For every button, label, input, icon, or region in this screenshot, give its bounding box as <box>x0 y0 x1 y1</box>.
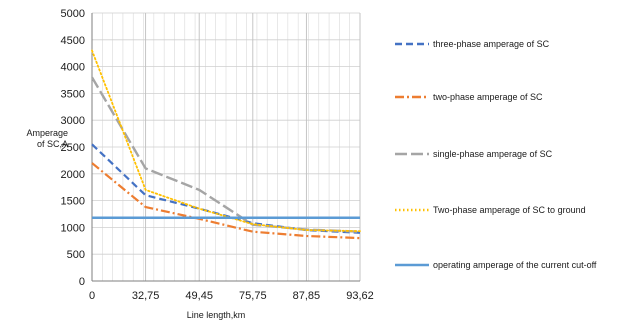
chart-legend: three-phase amperage of SC two-phase amp… <box>395 0 620 324</box>
x-tick-label: 0 <box>89 290 95 302</box>
legend-swatch-two-phase-ground <box>395 208 429 212</box>
legend-label-two-phase-ground: Two-phase amperage of SC to ground <box>433 205 586 215</box>
legend-swatch-single-phase <box>395 152 429 156</box>
y-tick-label: 500 <box>67 249 85 261</box>
legend-label-two-phase: two-phase amperage of SC <box>433 92 543 102</box>
legend-label-single-phase: single-phase amperage of SC <box>433 149 553 159</box>
y-tick-label: 4500 <box>61 35 85 47</box>
legend-item-single-phase: single-phase amperage of SC <box>395 147 552 161</box>
y-tick-label: 1000 <box>61 222 85 234</box>
y-tick-label: 2500 <box>61 142 85 154</box>
y-tick-label: 3000 <box>61 115 85 127</box>
x-tick-label: 75,75 <box>239 290 267 302</box>
legend-item-two-phase-ground: Two-phase amperage of SC to ground <box>395 203 586 217</box>
x-axis-label: Line length,km <box>187 310 246 320</box>
legend-swatch-three-phase <box>395 42 429 46</box>
x-tick-label: 32,75 <box>132 290 160 302</box>
y-axis-label-line-1: Amperage <box>26 128 68 138</box>
line-chart: 0 500 1000 1500 2000 2500 3000 3500 4000 4500 5000… <box>61 8 374 320</box>
y-tick-label: 0 <box>79 276 85 288</box>
y-axis-label: Amperage of SC,A <box>6 128 68 150</box>
legend-item-cut-off: operating amperage of the current cut-of… <box>395 258 596 272</box>
legend-swatch-two-phase <box>395 95 429 99</box>
legend-item-two-phase: two-phase amperage of SC <box>395 90 543 104</box>
legend-label-cut-off: operating amperage of the current cut-of… <box>433 260 597 270</box>
y-tick-label: 2000 <box>61 169 85 181</box>
series-line-3 <box>91 49 361 233</box>
y-tick-label: 4000 <box>61 62 85 74</box>
legend-label-three-phase: three-phase amperage of SC <box>433 39 550 49</box>
x-tick-label: 87,85 <box>293 290 321 302</box>
legend-swatch-cut-off <box>395 263 429 267</box>
x-tick-label: 49,45 <box>185 290 213 302</box>
y-tick-label: 1500 <box>61 196 85 208</box>
series-line-1 <box>91 162 361 240</box>
y-tick-label: 5000 <box>61 8 85 20</box>
legend-item-three-phase: three-phase amperage of SC <box>395 37 549 51</box>
y-axis-label-line-2: of SC,A <box>36 139 68 149</box>
y-tick-label: 3500 <box>61 88 85 100</box>
x-tick-label: 93,62 <box>346 290 374 302</box>
